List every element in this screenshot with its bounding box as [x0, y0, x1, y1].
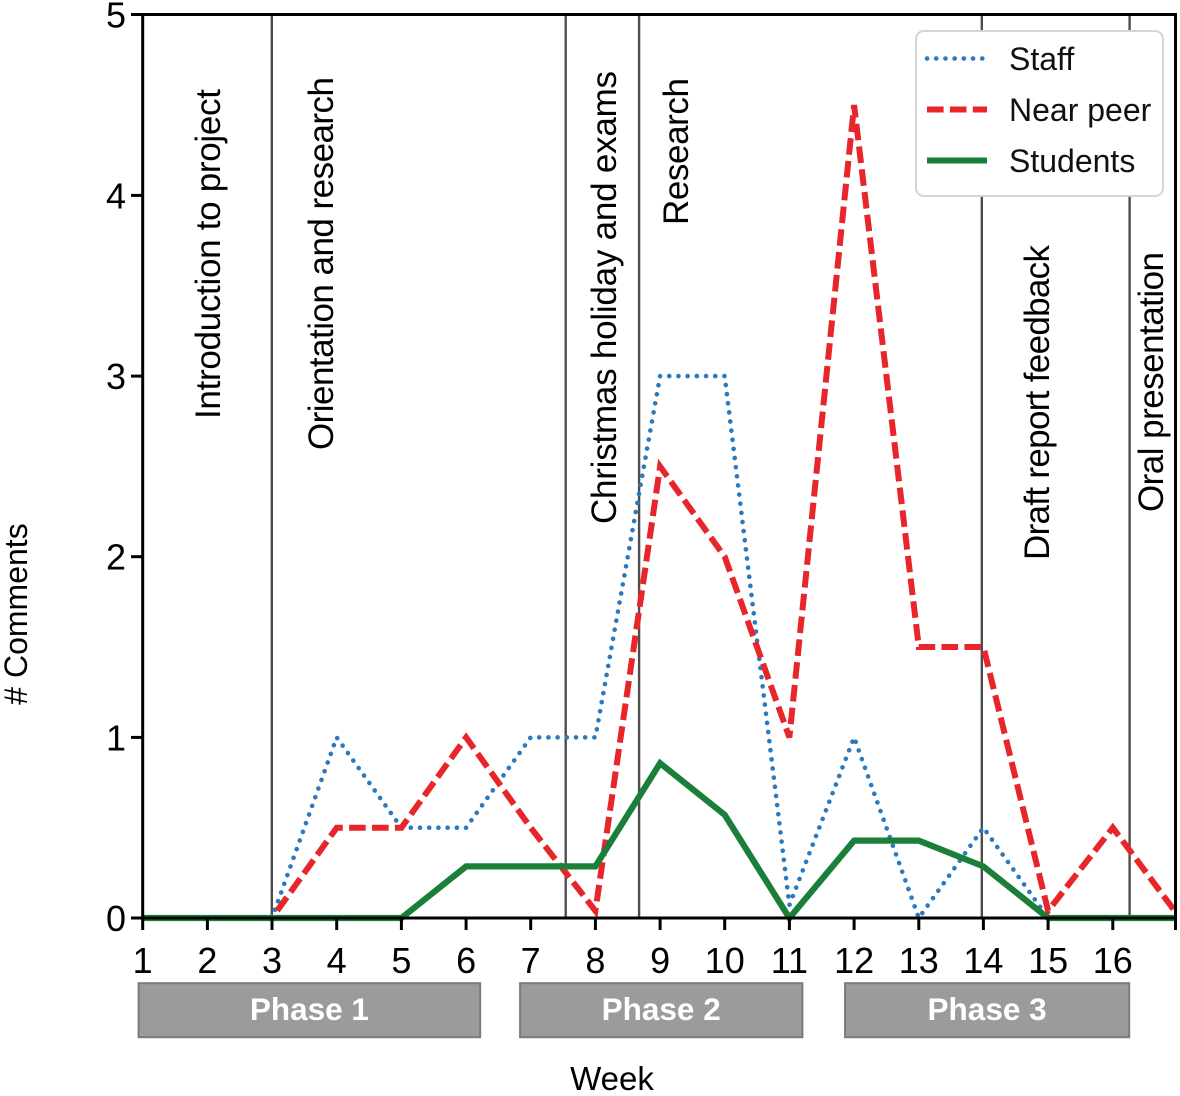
svg-text:Near peer: Near peer	[1009, 92, 1152, 128]
svg-text:Draft report feedback: Draft report feedback	[1018, 245, 1057, 561]
svg-text:Students: Students	[1009, 143, 1135, 179]
svg-text:# Comments: # Comments	[0, 523, 34, 704]
svg-text:15: 15	[1028, 940, 1068, 981]
svg-text:5: 5	[391, 940, 411, 981]
svg-text:2: 2	[197, 940, 217, 981]
svg-text:Staff: Staff	[1009, 41, 1074, 77]
svg-text:11: 11	[771, 940, 808, 981]
svg-text:4: 4	[106, 175, 126, 216]
svg-text:9: 9	[650, 940, 670, 981]
svg-text:5: 5	[106, 0, 126, 36]
svg-text:8: 8	[585, 940, 605, 981]
svg-text:Phase 2: Phase 2	[602, 991, 721, 1027]
svg-text:4: 4	[327, 940, 347, 981]
svg-text:Introduction to project: Introduction to project	[189, 89, 228, 419]
svg-text:3: 3	[106, 356, 126, 397]
svg-text:Research: Research	[657, 78, 696, 225]
svg-text:14: 14	[963, 940, 1003, 981]
svg-text:Christmas holiday and exams: Christmas holiday and exams	[585, 71, 624, 524]
svg-text:16: 16	[1093, 940, 1133, 981]
svg-text:Phase 1: Phase 1	[250, 991, 369, 1027]
svg-text:6: 6	[456, 940, 476, 981]
svg-text:12: 12	[834, 940, 874, 981]
svg-text:0: 0	[106, 898, 126, 939]
svg-text:10: 10	[705, 940, 745, 981]
svg-text:1: 1	[106, 717, 126, 758]
svg-text:Phase 3: Phase 3	[928, 991, 1047, 1027]
svg-text:Oral presentation: Oral presentation	[1132, 252, 1171, 512]
svg-text:Orientation and research: Orientation and research	[302, 77, 341, 450]
svg-text:7: 7	[521, 940, 541, 981]
svg-text:3: 3	[262, 940, 282, 981]
svg-text:2: 2	[106, 537, 126, 578]
svg-text:Week: Week	[570, 1060, 654, 1096]
svg-text:1: 1	[133, 940, 153, 981]
svg-text:13: 13	[899, 940, 939, 981]
